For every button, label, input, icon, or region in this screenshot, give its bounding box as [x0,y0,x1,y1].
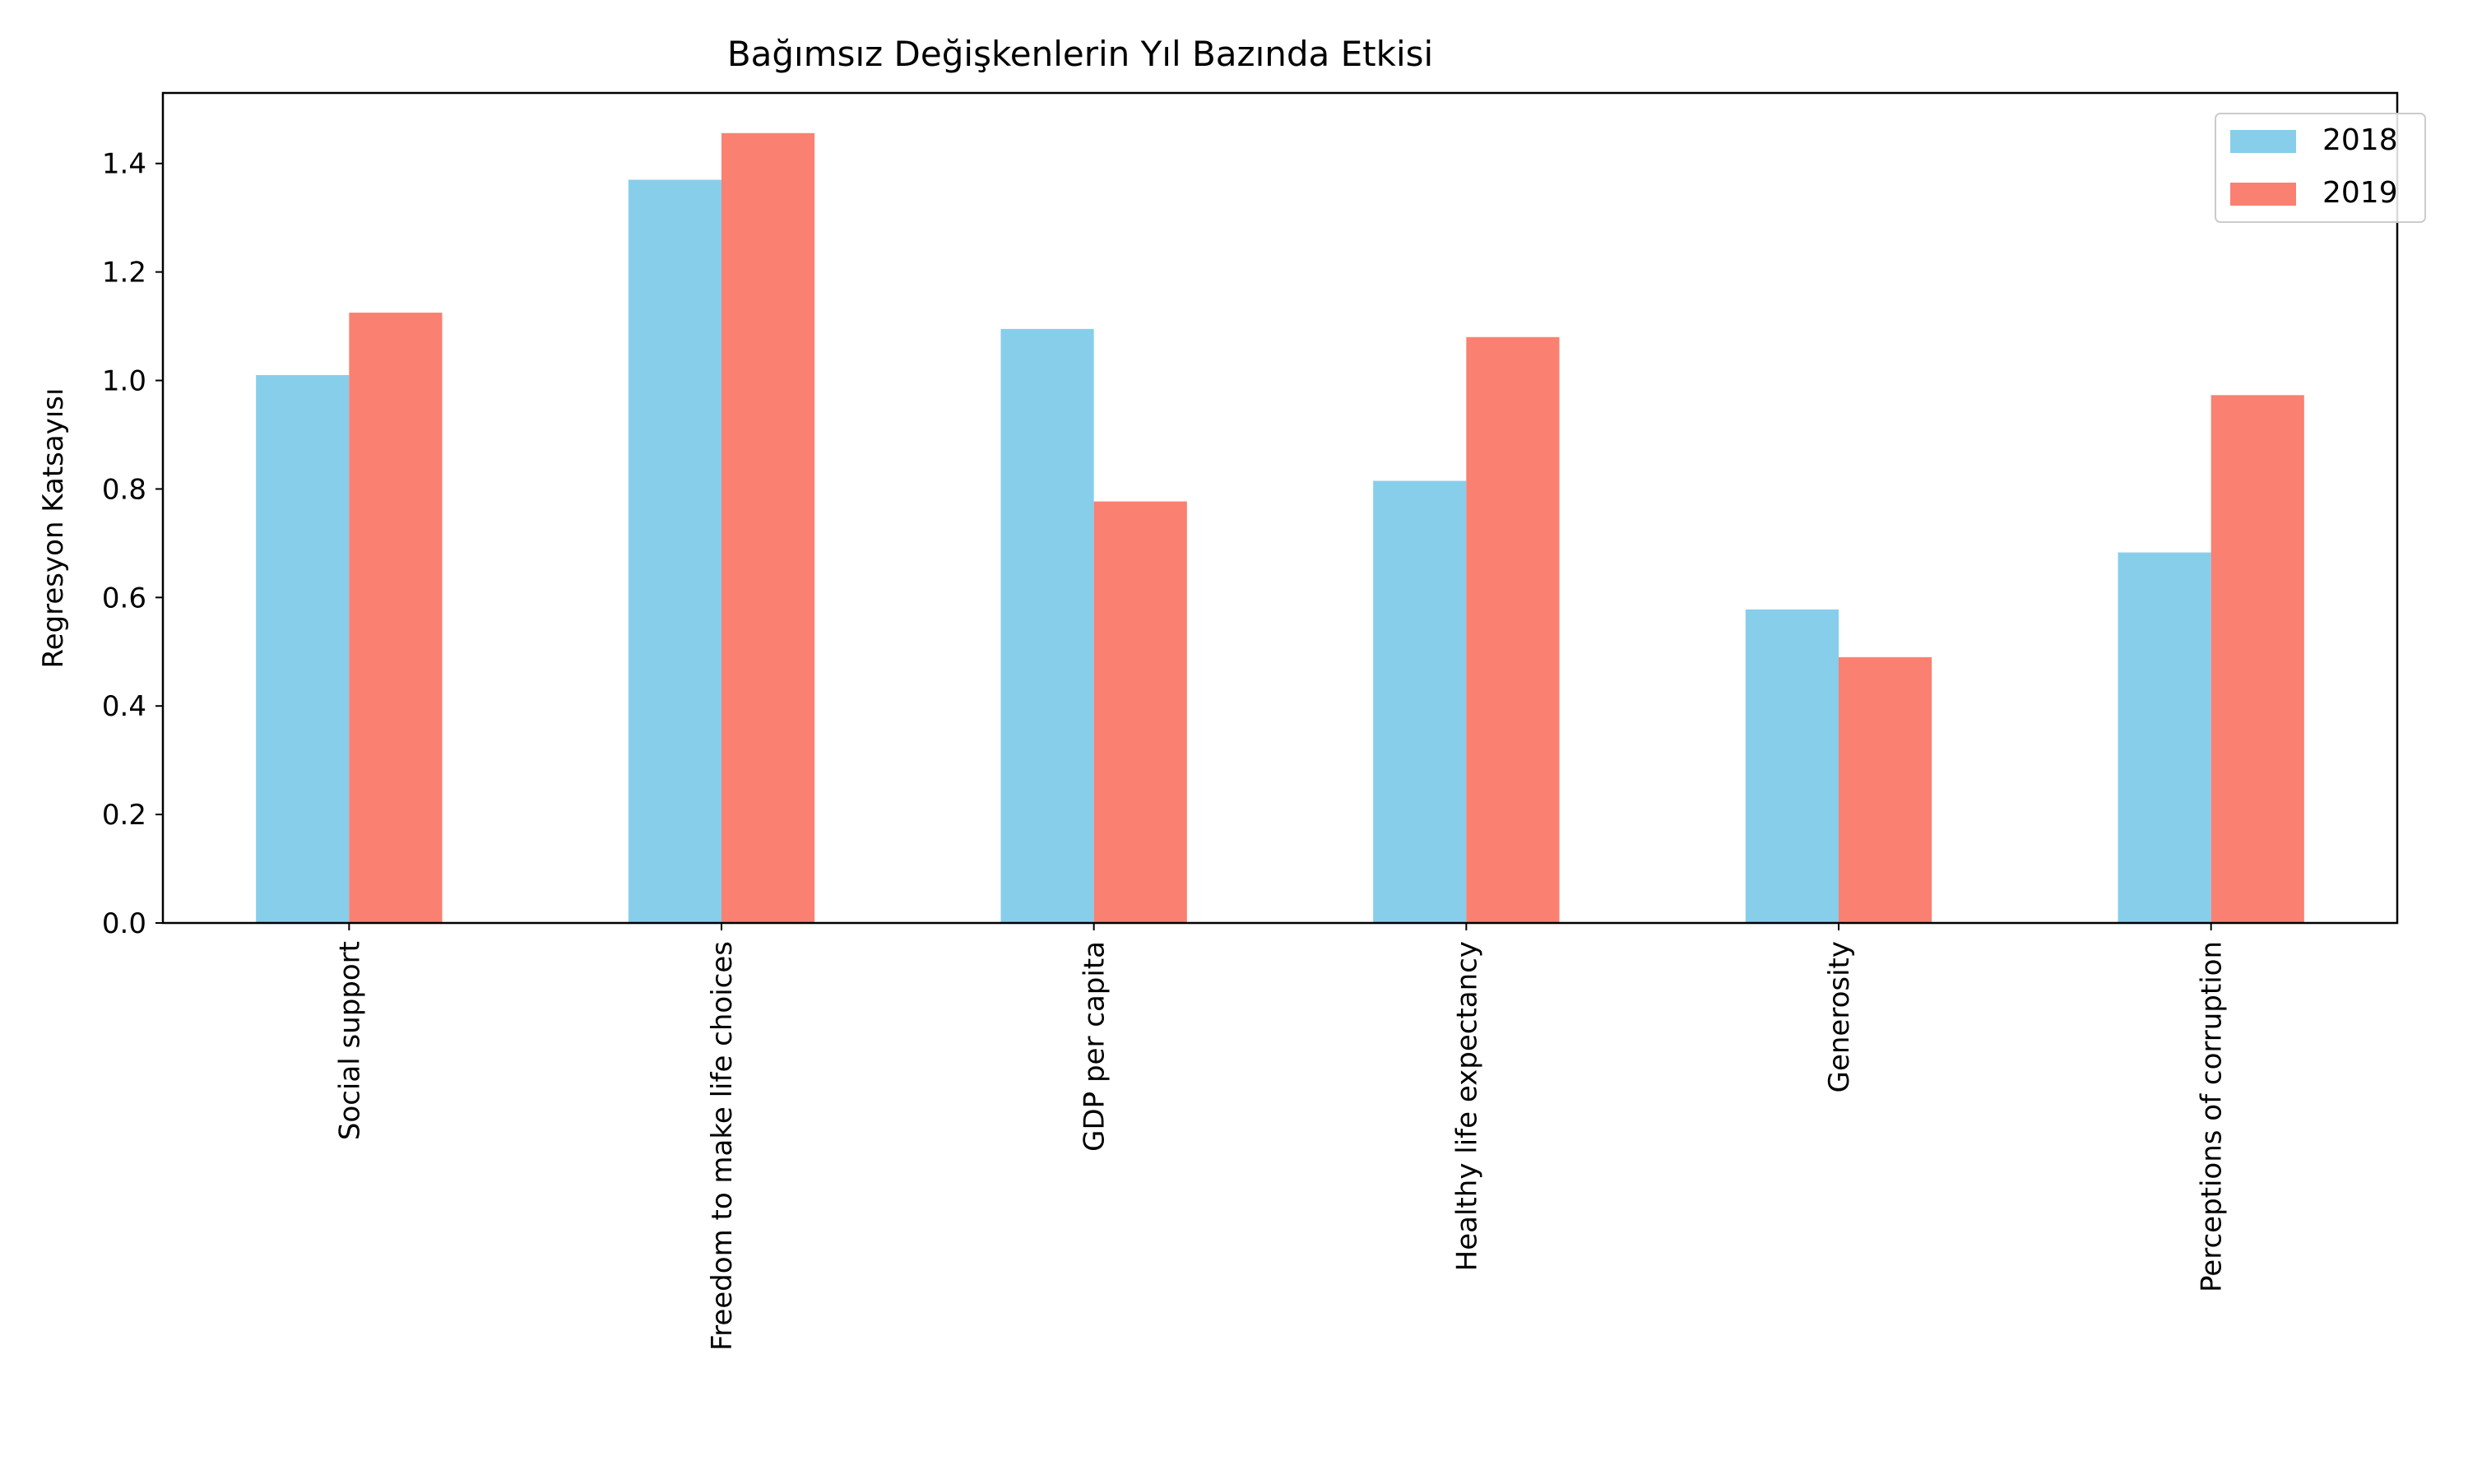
legend-label-2018: 2018 [2322,123,2398,157]
y-tick-label: 0.4 [102,690,146,723]
chart-title: Bağımsız Değişkenlerin Yıl Bazında Etkis… [727,34,1433,74]
y-tick-label: 0.0 [102,907,146,940]
bar-2019-1 [721,132,815,924]
x-tick-label: GDP per capita [1079,941,1111,1152]
legend-swatch-2018 [2230,130,2296,153]
bar-2018-0 [256,374,350,923]
bar-2018-4 [1745,609,1839,923]
x-tick-label: Healthy life expectancy [1450,941,1483,1271]
bar-2019-3 [1466,336,1560,923]
bar-2018-2 [1000,328,1094,923]
x-tick-label: Generosity [1823,941,1856,1092]
x-tick-label: Perceptions of corruption [2196,941,2229,1292]
y-tick-label: 1.4 [102,148,146,181]
y-tick-label: 0.6 [102,582,146,614]
bar-2019-0 [349,313,443,923]
bar-2019-4 [1839,656,1932,923]
bar-2018-1 [628,179,721,923]
legend-swatch-2019 [2230,183,2296,206]
y-axis: 0.0 0.2 0.4 0.6 0.8 1.0 1.2 1.4 [102,148,163,940]
bar-2018-3 [1373,480,1467,923]
legend-label-2019: 2019 [2322,176,2398,210]
y-tick-label: 0.8 [102,473,146,506]
bar-2019-5 [2211,395,2304,924]
bar-2019-2 [1093,501,1187,923]
y-tick-label: 1.0 [102,365,146,398]
y-tick-label: 1.2 [102,257,146,290]
x-axis: Social support Freedom to make life choic… [333,923,2229,1351]
x-tick-label: Social support [333,941,366,1140]
bars-group [256,132,2304,924]
y-axis-label: Regresyon Katsayısı [37,388,70,669]
legend: 2018 2019 [2215,113,2426,223]
y-tick-label: 0.2 [102,799,146,832]
plot-frame [161,91,2399,925]
bar-2018-5 [2118,552,2211,923]
x-tick-label: Freedom to make life choices [706,941,739,1351]
